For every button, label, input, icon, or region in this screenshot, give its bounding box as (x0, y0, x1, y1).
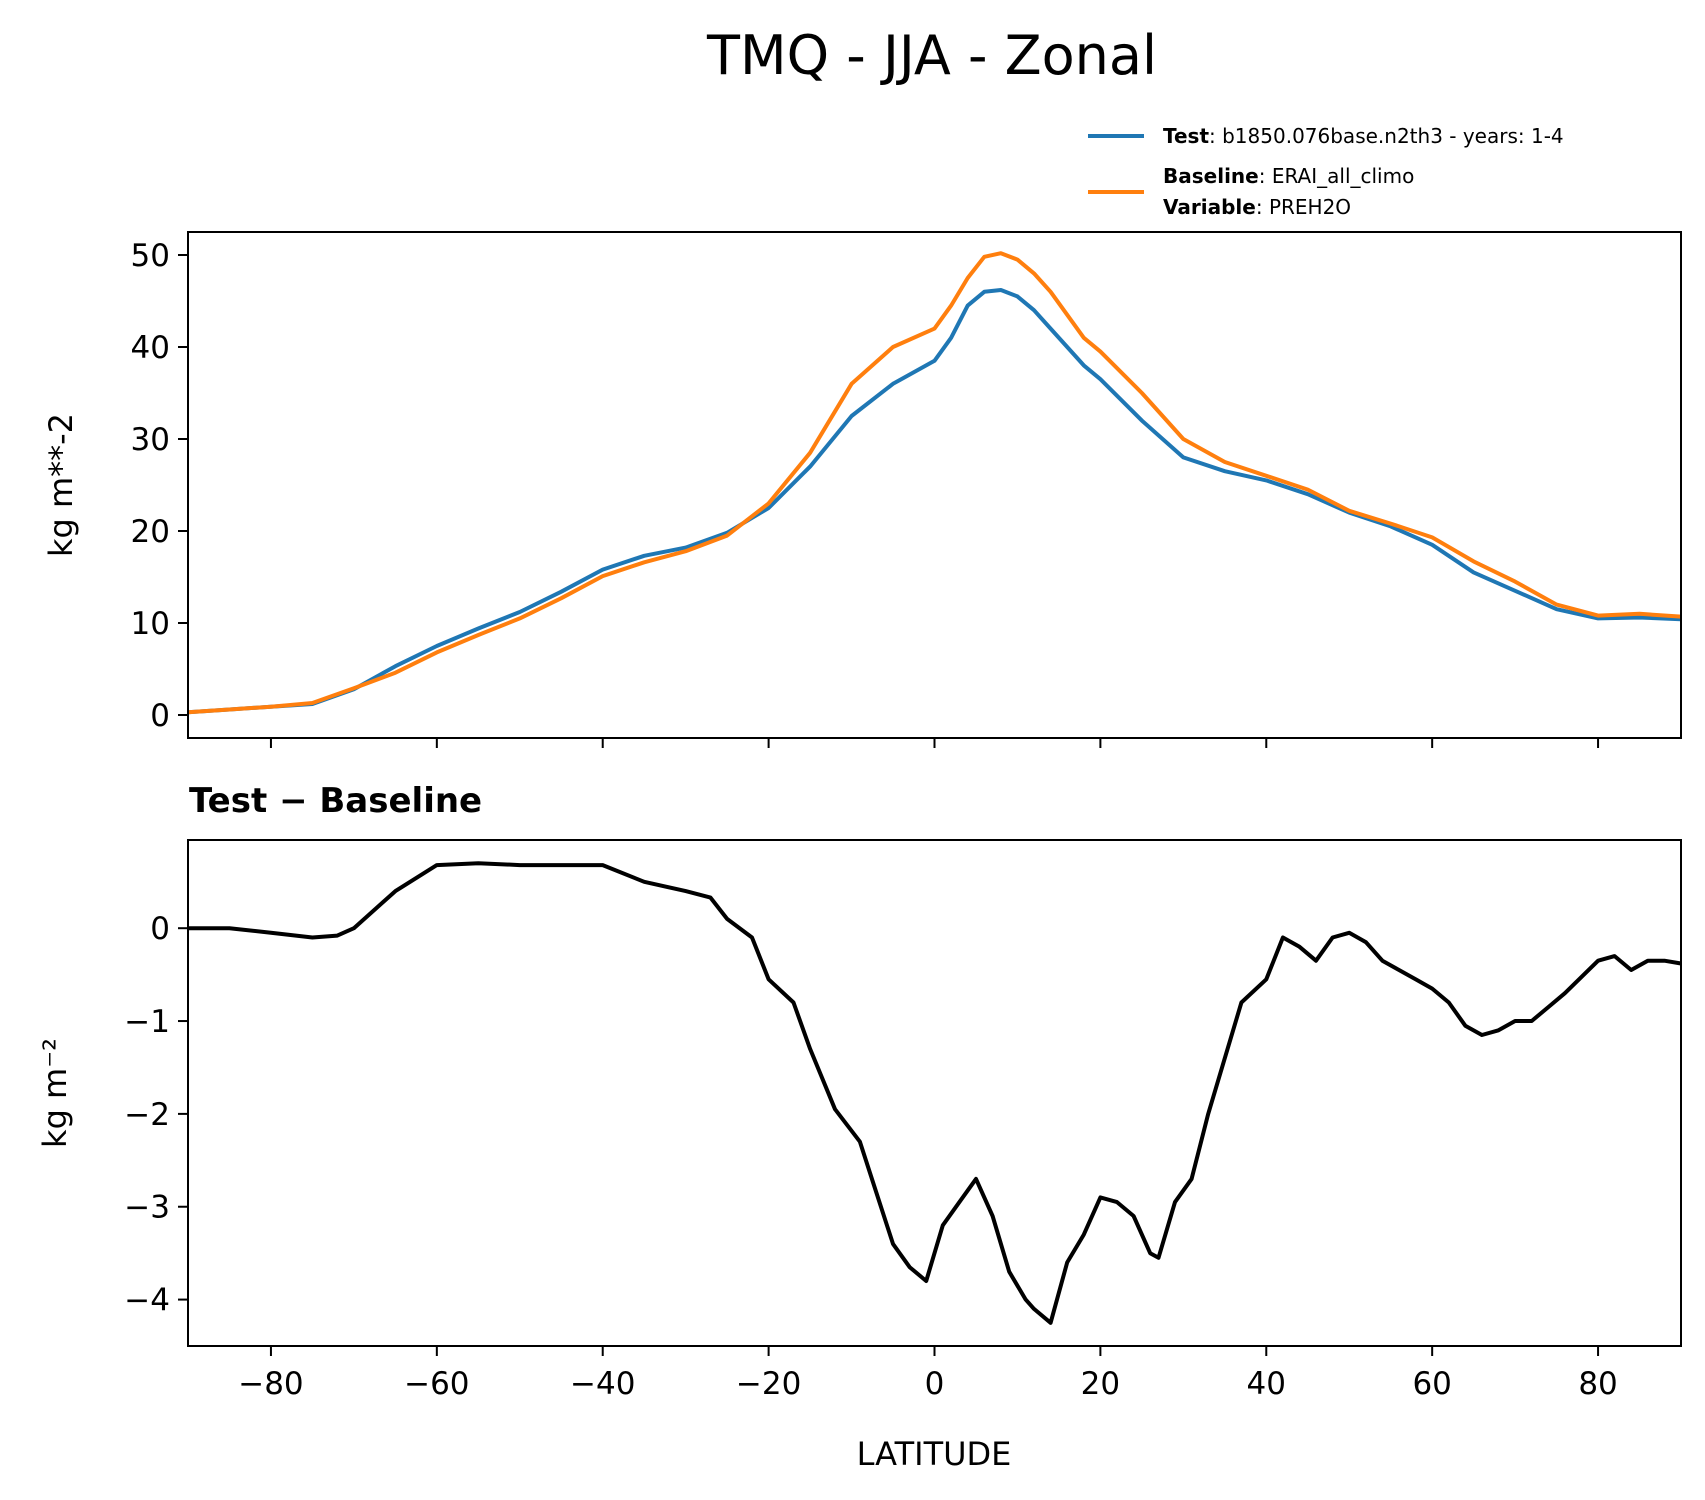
bottom-panel-title: Test − Baseline (189, 781, 482, 821)
svg-text:Test: b1850.076base.n2th3 - ye: Test: b1850.076base.n2th3 - years: 1-4 (1163, 124, 1564, 148)
bottom-series-test-baseline-line (188, 861, 1682, 1325)
top-y-axis-label: kg m**-2 (42, 413, 80, 557)
x-axis-label: LATITUDE (857, 1435, 1012, 1473)
top-y-tick-label: 20 (131, 514, 170, 550)
top-series-test-line (187, 288, 1682, 715)
bottom-panel: Test − Baseline −80 −60 −40 −20 0 20 40 60 80 0 −1… (36, 781, 1682, 1473)
legend-test-label: Test (1163, 124, 1209, 148)
legend-test-text: : b1850.076base.n2th3 - years: 1-4 (1209, 124, 1564, 148)
top-panel: 0 10 20 30 40 50 kg m**-2 (42, 231, 1682, 748)
bottom-x-tick-label: −40 (570, 1366, 635, 1402)
top-y-tick-label: 30 (131, 422, 170, 458)
legend-baseline-label: Baseline (1163, 164, 1259, 188)
legend-variable-label: Variable (1163, 195, 1256, 219)
bottom-x-tick-label: 20 (1081, 1366, 1120, 1402)
bottom-x-tick-label: −20 (736, 1366, 801, 1402)
top-y-tick-label: 40 (131, 330, 170, 366)
top-y-tick-label: 0 (150, 698, 170, 734)
bottom-y-tick-label: −3 (124, 1190, 170, 1226)
bottom-x-tick-label: 0 (925, 1366, 945, 1402)
bottom-axes-frame (187, 839, 1682, 1347)
figure-title: TMQ - JJA - Zonal (706, 24, 1157, 87)
bottom-series (188, 861, 1682, 1325)
legend: Test: b1850.076base.n2th3 - years: 1-4 B… (1088, 124, 1564, 219)
bottom-x-tick-label: 80 (1578, 1366, 1617, 1402)
svg-text:Baseline: ERAI_all_climo: Baseline: ERAI_all_climo (1163, 164, 1414, 188)
bottom-x-tick-label: −80 (238, 1366, 303, 1402)
legend-baseline-text: : ERAI_all_climo (1259, 164, 1415, 188)
top-series-baseline-line (187, 251, 1682, 715)
top-series (187, 251, 1682, 715)
bottom-ticks: −80 −60 −40 −20 0 20 40 60 80 0 −1 −2 −3 −4 (124, 911, 1617, 1402)
bottom-x-tick-label: −60 (404, 1366, 469, 1402)
top-y-tick-label: 10 (131, 606, 170, 642)
bottom-y-axis-label: kg m⁻² (36, 1038, 74, 1148)
top-axes-frame (187, 231, 1682, 739)
svg-text:Variable: PREH2O: Variable: PREH2O (1163, 195, 1351, 219)
bottom-x-tick-label: 60 (1412, 1366, 1451, 1402)
top-ticks: 0 10 20 30 40 50 (131, 238, 1600, 748)
top-y-tick-label: 50 (131, 238, 170, 274)
bottom-y-tick-label: −2 (124, 1097, 170, 1133)
bottom-y-tick-label: −4 (124, 1283, 170, 1319)
bottom-x-tick-label: 40 (1247, 1366, 1286, 1402)
bottom-y-tick-label: 0 (150, 911, 170, 947)
legend-variable-text: : PREH2O (1256, 195, 1351, 219)
bottom-y-tick-label: −1 (124, 1004, 170, 1040)
